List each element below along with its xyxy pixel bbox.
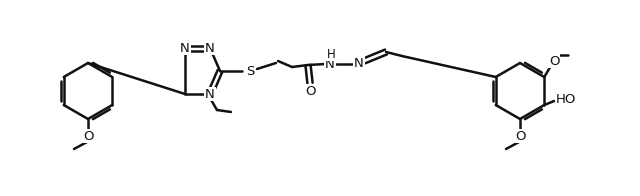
Text: N: N	[205, 42, 215, 54]
Text: H: H	[326, 47, 335, 61]
Text: N: N	[325, 57, 335, 71]
Text: O: O	[549, 54, 559, 67]
Text: O: O	[305, 84, 316, 97]
Text: N: N	[205, 87, 215, 101]
Text: HO: HO	[556, 93, 577, 105]
Text: S: S	[246, 64, 254, 77]
Text: O: O	[83, 130, 93, 142]
Text: O: O	[515, 130, 525, 142]
Text: N: N	[354, 56, 364, 70]
Text: N: N	[180, 42, 190, 54]
